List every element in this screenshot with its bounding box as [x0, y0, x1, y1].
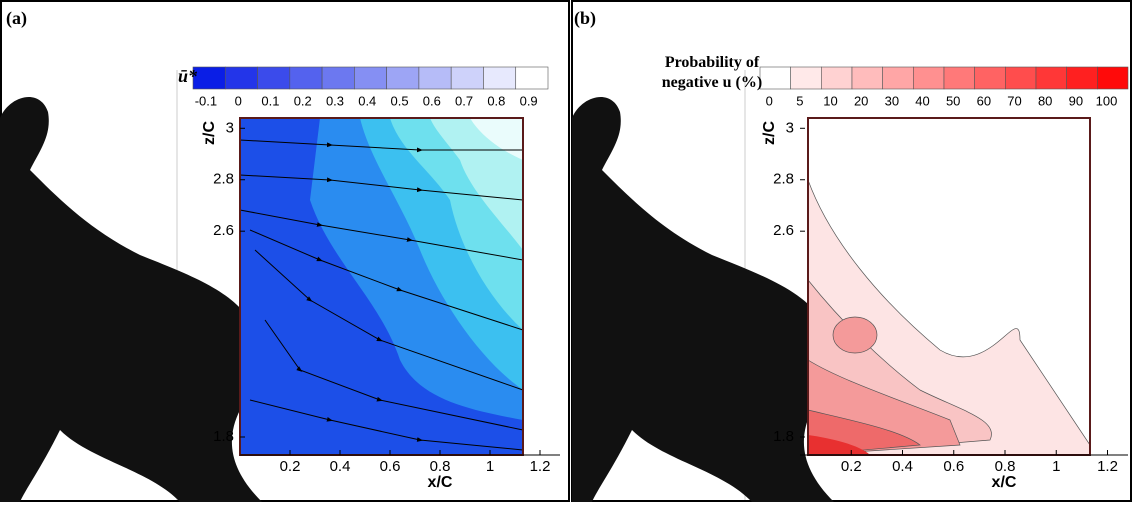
y-tick-label: 2.6 [773, 222, 794, 239]
colorbar-tick-label: 0 [766, 93, 773, 108]
y-tick-label: 2.8 [773, 171, 794, 188]
x-tick-label: 0.6 [943, 458, 964, 475]
rider-silhouette [572, 97, 834, 503]
y-tick-label: 2.8 [213, 171, 234, 188]
colorbar-swatch [450, 66, 484, 90]
colorbar-swatch [224, 66, 258, 90]
y-tick-label: 1.8 [773, 428, 794, 445]
colorbar-tick-label: 0.6 [423, 93, 441, 108]
y-tick-label: 1.8 [213, 428, 234, 445]
colorbar-swatch [759, 66, 791, 90]
colorbar-swatch [192, 66, 226, 90]
colorbar-tick-label: 40 [915, 93, 929, 108]
colorbar-tick-label: 0.3 [326, 93, 344, 108]
velocity-field [239, 117, 524, 456]
colorbar-tick-label: 10 [823, 93, 837, 108]
y-tick-label: 2.6 [213, 222, 234, 239]
colorbar-swatch [386, 66, 420, 90]
colorbar-swatch [515, 66, 549, 90]
colorbar-swatch [943, 66, 975, 90]
x-tick-label: 0.6 [380, 458, 401, 475]
colorbar-swatch [882, 66, 914, 90]
probability-field [807, 117, 1091, 456]
colorbar-tick-label: 70 [1007, 93, 1021, 108]
x-tick-label: 0.2 [280, 458, 301, 475]
y-tick-label: 3 [226, 119, 234, 136]
panel-label: (b) [574, 8, 596, 29]
x-tick-label: 1.2 [530, 458, 551, 475]
colorbar-tick-label: 0.9 [520, 93, 538, 108]
colorbar-swatch [1066, 66, 1098, 90]
colorbar-tick-label: 0.1 [261, 93, 279, 108]
colorbar-swatch [1005, 66, 1037, 90]
x-tick-label: 1 [486, 458, 494, 475]
colorbar-tick-label: 50 [946, 93, 960, 108]
colorbar-swatch [1097, 66, 1129, 90]
colorbar-tick-label: 100 [1096, 93, 1118, 108]
colorbar-tick-label: 90 [1069, 93, 1083, 108]
colorbar-swatch [257, 66, 291, 90]
x-tick-label: 0.8 [430, 458, 451, 475]
x-tick-label: 0.4 [892, 458, 913, 475]
colorbar-swatch [418, 66, 452, 90]
colorbar-swatch [321, 66, 355, 90]
colorbar-tick-label: 30 [885, 93, 899, 108]
colorbar-swatch [821, 66, 853, 90]
colorbar-tick-label: 0.7 [455, 93, 473, 108]
x-tick-label: 1 [1052, 458, 1060, 475]
colorbar-tick-label: 0 [235, 93, 242, 108]
panel-label: (a) [6, 8, 27, 29]
x-tick-label: 0.4 [330, 458, 351, 475]
colorbar-tick-label: 0.4 [358, 93, 376, 108]
colorbar-swatch [1035, 66, 1067, 90]
colorbar-swatch [289, 66, 323, 90]
colorbar-tick-label: 5 [796, 93, 803, 108]
y-axis-label: z/C [201, 121, 218, 145]
x-axis-label: x/C [428, 474, 453, 491]
colorbar-tick-label: -0.1 [195, 93, 217, 108]
colorbar-swatch [913, 66, 945, 90]
colorbar-swatch [851, 66, 883, 90]
x-tick-label: 0.2 [841, 458, 862, 475]
colorbar-swatch [974, 66, 1006, 90]
colorbar-swatch [790, 66, 822, 90]
colorbar-tick-label: 0.5 [391, 93, 409, 108]
x-tick-label: 0.8 [995, 458, 1016, 475]
x-axis-label: x/C [992, 474, 1017, 491]
y-tick-label: 3 [786, 119, 794, 136]
colorbar-tick-label: 80 [1038, 93, 1052, 108]
x-tick-label: 1.2 [1097, 458, 1118, 475]
y-axis-label: z/C [761, 121, 778, 145]
colorbar-label: Probability of negative u (%) [662, 54, 762, 91]
colorbar-tick-label: 0.2 [294, 93, 312, 108]
colorbar-swatch [354, 66, 387, 90]
colorbar-swatch [483, 66, 517, 90]
colorbar-label: ū* [178, 66, 198, 86]
colorbar-tick-label: 60 [977, 93, 991, 108]
colorbar-tick-label: 0.8 [487, 93, 505, 108]
colorbar-tick-label: 20 [854, 93, 868, 108]
